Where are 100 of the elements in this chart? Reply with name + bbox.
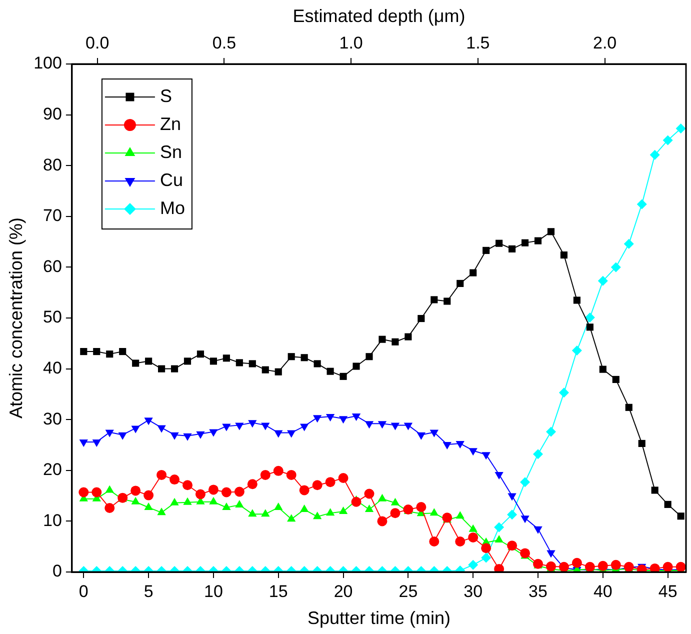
point — [418, 314, 425, 322]
point — [470, 269, 477, 276]
point — [610, 262, 621, 272]
point — [624, 238, 634, 249]
point — [105, 485, 114, 493]
x-axis-title: Sputter time (min) — [307, 608, 451, 628]
point — [612, 376, 620, 384]
point — [131, 496, 140, 504]
point — [338, 416, 348, 424]
point — [261, 509, 270, 517]
point — [377, 516, 388, 526]
point — [442, 442, 452, 450]
point — [573, 296, 580, 304]
point — [236, 359, 243, 366]
x-tick-label: 25 — [398, 582, 418, 601]
point — [364, 488, 374, 499]
point — [92, 487, 102, 498]
point — [210, 358, 217, 365]
point — [326, 368, 334, 375]
point — [378, 336, 386, 343]
point — [299, 485, 310, 496]
point — [598, 276, 608, 286]
point — [625, 404, 632, 411]
point — [352, 414, 361, 422]
legend-label: S — [160, 86, 172, 106]
y-tick-label: 90 — [43, 104, 62, 124]
point — [546, 561, 556, 572]
point — [520, 548, 530, 558]
point — [430, 430, 438, 438]
point — [274, 368, 282, 376]
y-tick-label: 80 — [43, 155, 62, 174]
x-tick-label: 45 — [658, 582, 678, 601]
point — [520, 477, 530, 488]
point — [222, 502, 231, 510]
point — [234, 486, 244, 497]
point — [235, 422, 244, 430]
x-tick-label: 5 — [144, 582, 154, 601]
point — [78, 487, 89, 498]
point — [325, 477, 336, 488]
point — [170, 474, 180, 485]
point — [106, 350, 114, 358]
point — [144, 490, 154, 500]
legend-label: Cu — [160, 170, 183, 190]
point — [338, 473, 348, 484]
point — [182, 480, 192, 490]
point — [248, 420, 257, 428]
x-tick-label: 0 — [78, 582, 88, 601]
point — [196, 350, 204, 358]
point — [404, 422, 413, 430]
point — [456, 440, 464, 448]
point — [260, 470, 270, 480]
point — [508, 493, 516, 501]
point — [145, 358, 152, 365]
point — [533, 449, 544, 460]
point — [650, 150, 660, 160]
point — [599, 366, 606, 373]
point — [378, 494, 387, 502]
point — [429, 536, 440, 547]
point — [184, 358, 192, 365]
point — [195, 489, 206, 500]
point — [300, 354, 308, 362]
point — [300, 424, 309, 432]
point — [170, 365, 178, 372]
point — [430, 508, 438, 516]
point — [92, 439, 101, 447]
point — [638, 440, 646, 448]
y-tick-label: 20 — [43, 460, 62, 480]
x-tick-label: 15 — [268, 582, 288, 601]
point — [676, 562, 686, 572]
point — [274, 502, 283, 510]
point — [482, 246, 490, 254]
point — [676, 124, 686, 134]
point — [314, 360, 321, 368]
point — [273, 466, 284, 476]
point — [262, 366, 269, 374]
point — [494, 534, 504, 542]
y-tick-label: 10 — [43, 510, 62, 530]
x2-tick-label: 1.5 — [466, 33, 490, 52]
x2-tick-label: 1.0 — [339, 33, 363, 52]
point — [677, 512, 684, 520]
point — [288, 353, 295, 360]
point — [468, 524, 478, 532]
point — [468, 448, 478, 456]
point — [286, 470, 296, 480]
y-tick-label: 40 — [43, 358, 62, 378]
point — [636, 199, 647, 210]
y-tick-label: 0 — [52, 562, 62, 581]
legend-label: Zn — [160, 114, 181, 134]
x-tick-label: 20 — [334, 582, 353, 601]
point — [326, 414, 335, 422]
point — [132, 360, 140, 367]
point — [392, 338, 399, 346]
point — [494, 522, 504, 532]
point — [364, 504, 374, 512]
point — [560, 251, 568, 259]
point — [598, 560, 608, 571]
point — [430, 296, 438, 304]
point — [481, 552, 492, 563]
point — [351, 496, 362, 507]
point — [390, 422, 400, 430]
